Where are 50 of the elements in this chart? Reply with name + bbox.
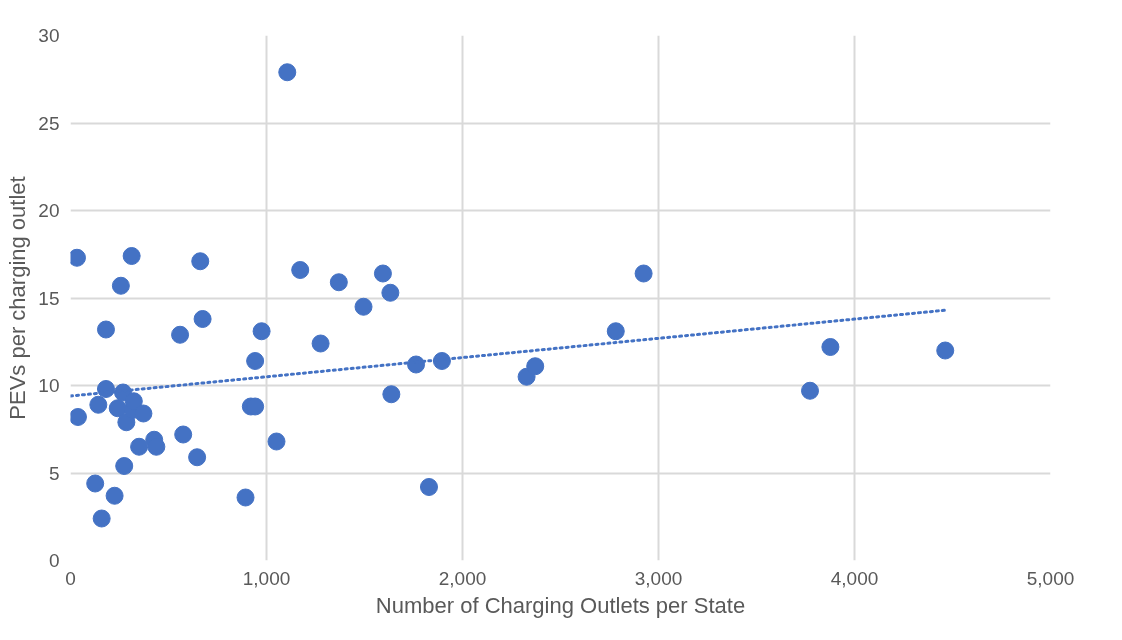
point — [92, 509, 111, 528]
point — [122, 247, 141, 265]
point — [801, 381, 820, 400]
point — [193, 310, 212, 328]
point — [267, 432, 286, 451]
point — [236, 488, 255, 507]
y-tick-label: 15 — [38, 287, 60, 309]
point — [291, 261, 310, 279]
point — [821, 338, 840, 356]
point — [381, 283, 400, 302]
point — [382, 385, 401, 404]
y-axis-title: PEVs per charging outlet — [5, 176, 31, 420]
x-tick-label: 4,000 — [830, 567, 879, 589]
point — [278, 63, 297, 82]
point — [354, 297, 373, 316]
x-tick-label: 3,000 — [634, 567, 683, 589]
x-tick-label: 2,000 — [438, 567, 487, 589]
point — [419, 478, 438, 496]
point — [130, 437, 149, 456]
point — [526, 357, 545, 376]
point — [86, 474, 105, 493]
y-tick-label: 25 — [38, 112, 60, 134]
y-tick-label: 10 — [38, 375, 60, 396]
point — [936, 341, 955, 360]
point — [188, 448, 207, 467]
y-tick-label: 0 — [48, 550, 60, 571]
point — [111, 276, 130, 295]
y-tick-label: 20 — [38, 200, 60, 221]
point — [89, 395, 108, 414]
point — [246, 352, 265, 370]
point — [70, 408, 87, 426]
point — [134, 404, 153, 423]
point — [115, 457, 134, 475]
x-axis-title: Number of Charging Outlets per State — [375, 592, 746, 618]
point — [105, 486, 124, 505]
x-tick-label: 5,000 — [1026, 567, 1075, 589]
point — [634, 264, 653, 283]
point — [96, 320, 115, 339]
point — [329, 273, 348, 292]
point — [606, 322, 625, 341]
point — [373, 264, 392, 283]
x-tick-label: 1,000 — [242, 567, 291, 589]
y-tick-label: 5 — [48, 462, 60, 484]
point — [191, 252, 210, 271]
point — [174, 425, 193, 444]
point — [252, 322, 271, 341]
x-tick-label: 0 — [65, 567, 76, 589]
point — [171, 325, 190, 344]
y-tick-label: 30 — [38, 25, 60, 46]
point — [311, 334, 330, 353]
